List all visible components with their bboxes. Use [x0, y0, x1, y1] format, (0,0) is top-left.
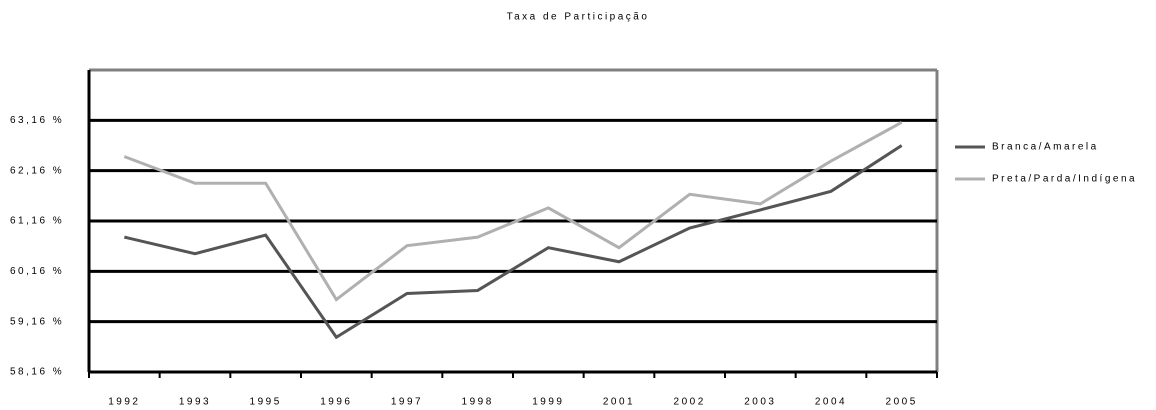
x-tick-label: 1992	[108, 397, 140, 408]
x-tick-label: 2003	[744, 397, 776, 408]
y-tick-label: 59,16 %	[10, 316, 64, 327]
legend-label: Branca/Amarela	[992, 142, 1099, 153]
x-tick-label: 2002	[674, 397, 706, 408]
y-tick-label: 60,16 %	[10, 266, 64, 277]
y-tick-label: 61,16 %	[10, 216, 64, 227]
x-tick-label: 1998	[462, 397, 494, 408]
x-tick-label: 1993	[179, 397, 211, 408]
series-line	[123, 121, 903, 302]
chart-title: Taxa de Participação	[507, 12, 650, 23]
x-tick-label: 1995	[250, 397, 282, 408]
y-tick-label: 62,16 %	[10, 165, 64, 176]
legend-label: Preta/Parda/Indígena	[992, 174, 1137, 185]
x-tick-label: 1997	[391, 397, 423, 408]
x-tick-label: 2004	[815, 397, 847, 408]
series-line	[123, 144, 903, 340]
x-tick-label: 1999	[532, 397, 564, 408]
x-tick-label: 1996	[320, 397, 352, 408]
y-tick-label: 58,16 %	[10, 367, 64, 378]
y-tick-label: 63,16 %	[10, 115, 64, 126]
x-tick-label: 2005	[886, 397, 918, 408]
x-tick-label: 2001	[603, 397, 635, 408]
